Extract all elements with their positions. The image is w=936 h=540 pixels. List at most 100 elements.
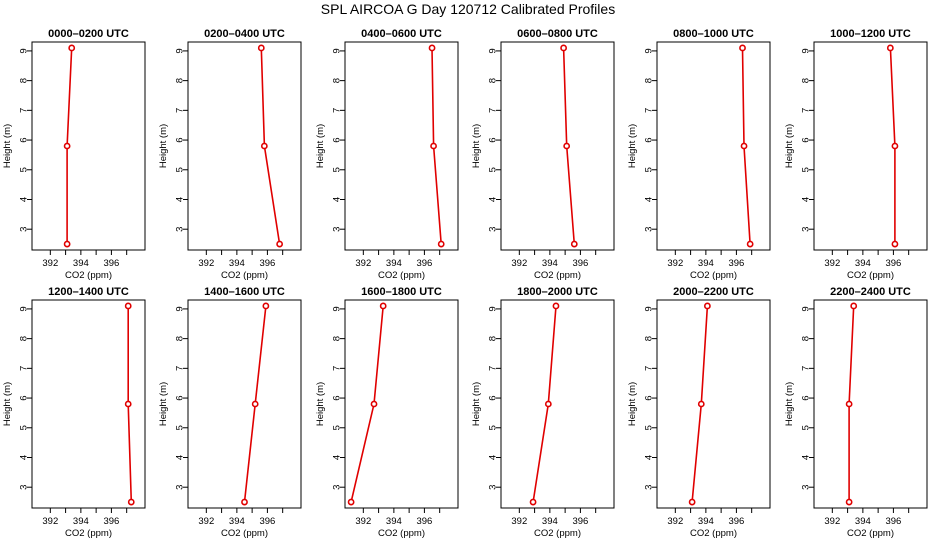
x-tick-label: 396	[572, 258, 588, 269]
x-tick-label: 392	[42, 516, 58, 527]
y-tick-label: 3	[487, 227, 498, 232]
profile-panel: 1800–2000 UTC 392 394 396 3 4 5 6 7 8 9 CO2 (ppm) He…	[471, 286, 615, 539]
x-tick-label: 396	[572, 516, 588, 527]
data-point	[430, 142, 437, 150]
y-tick-label: 8	[487, 336, 498, 341]
y-tick-label: 9	[18, 48, 29, 53]
profile-panel: 2200–2400 UTC 392 394 396 3 4 5 6 7 8 9 CO2 (ppm) He…	[784, 286, 928, 539]
y-tick-label: 8	[643, 336, 654, 341]
plot-frame	[31, 299, 146, 509]
y-tick-label: 9	[800, 48, 811, 53]
plot-frame	[656, 41, 771, 251]
x-axis-label: CO2 (ppm)	[378, 528, 425, 539]
y-axis-label: Height (m)	[158, 382, 169, 426]
profile-panel: 1600–1800 UTC 392 394 396 3 4 5 6 7 8 9 CO2 (ppm) He…	[315, 286, 459, 539]
y-tick-label: 5	[18, 425, 29, 430]
x-axis-label: CO2 (ppm)	[534, 528, 581, 539]
y-tick-label: 7	[331, 108, 342, 113]
y-tick-label: 7	[800, 366, 811, 371]
y-tick-label: 8	[800, 336, 811, 341]
plot-frame	[344, 41, 459, 251]
y-tick-label: 8	[800, 78, 811, 83]
x-tick-label: 394	[855, 258, 871, 269]
x-tick-label: 392	[667, 258, 683, 269]
y-tick-label: 4	[643, 197, 654, 202]
data-point	[257, 44, 265, 52]
panel-title: 0600–0800 UTC	[517, 28, 598, 40]
y-tick-label: 4	[643, 455, 654, 460]
y-tick-label: 4	[174, 197, 185, 202]
y-tick-label: 9	[643, 48, 654, 53]
figure-title: SPL AIRCOA G Day 120712 Calibrated Profi…	[321, 1, 615, 17]
data-point	[746, 240, 754, 248]
data-point	[740, 142, 748, 150]
profile-line	[350, 305, 384, 503]
y-tick-label: 5	[487, 167, 498, 172]
x-tick-label: 396	[259, 258, 275, 269]
y-tick-label: 8	[643, 78, 654, 83]
panel-title: 2200–2400 UTC	[830, 286, 911, 298]
x-tick-label: 394	[386, 258, 402, 269]
data-point	[688, 498, 696, 506]
plot-frame	[813, 299, 928, 509]
x-tick-label: 396	[103, 516, 119, 527]
y-tick-label: 8	[174, 78, 185, 83]
y-axis-label: Height (m)	[471, 124, 482, 168]
y-tick-label: 9	[18, 306, 29, 311]
y-axis-label: Height (m)	[158, 124, 169, 168]
y-tick-label: 5	[800, 425, 811, 430]
plot-frame	[187, 299, 302, 509]
x-tick-label: 396	[728, 516, 744, 527]
y-axis-label: Height (m)	[315, 124, 326, 168]
x-tick-label: 392	[824, 516, 840, 527]
x-tick-label: 394	[73, 516, 89, 527]
y-tick-label: 5	[174, 425, 185, 430]
data-point	[347, 498, 355, 506]
y-tick-label: 3	[800, 485, 811, 490]
y-tick-label: 7	[800, 108, 811, 113]
y-tick-label: 3	[18, 485, 29, 490]
x-tick-label: 396	[728, 258, 744, 269]
y-tick-label: 7	[18, 366, 29, 371]
y-tick-label: 7	[487, 108, 498, 113]
data-point	[850, 302, 858, 310]
y-tick-label: 4	[331, 455, 342, 460]
data-point	[570, 240, 578, 248]
y-tick-label: 3	[800, 227, 811, 232]
y-tick-label: 5	[331, 167, 342, 172]
panel-title: 1800–2000 UTC	[517, 286, 598, 298]
y-axis-label: Height (m)	[784, 382, 795, 426]
y-axis-label: Height (m)	[315, 382, 326, 426]
y-tick-label: 4	[18, 455, 29, 460]
data-point	[124, 302, 132, 310]
data-point	[379, 302, 387, 310]
data-point	[563, 142, 571, 150]
y-tick-label: 6	[643, 137, 654, 142]
x-tick-label: 396	[885, 258, 901, 269]
data-point	[241, 498, 248, 506]
y-tick-label: 8	[487, 78, 498, 83]
plot-frame	[656, 299, 771, 509]
x-axis-label: CO2 (ppm)	[65, 270, 112, 281]
y-tick-label: 9	[643, 306, 654, 311]
y-tick-label: 4	[800, 197, 811, 202]
y-tick-label: 8	[174, 336, 185, 341]
data-point	[891, 240, 899, 248]
x-tick-label: 392	[198, 258, 214, 269]
y-tick-label: 5	[800, 167, 811, 172]
data-point	[891, 142, 899, 150]
y-tick-label: 8	[331, 78, 342, 83]
y-tick-label: 6	[487, 395, 498, 400]
data-point	[703, 302, 711, 310]
profile-line	[532, 305, 557, 503]
x-tick-label: 394	[386, 516, 402, 527]
y-tick-label: 5	[331, 425, 342, 430]
y-tick-label: 3	[174, 485, 185, 490]
y-tick-label: 5	[18, 167, 29, 172]
x-tick-label: 394	[542, 258, 558, 269]
panel-title: 0800–1000 UTC	[673, 28, 754, 40]
x-tick-label: 392	[511, 516, 527, 527]
x-tick-label: 392	[824, 258, 840, 269]
x-tick-label: 392	[355, 516, 371, 527]
